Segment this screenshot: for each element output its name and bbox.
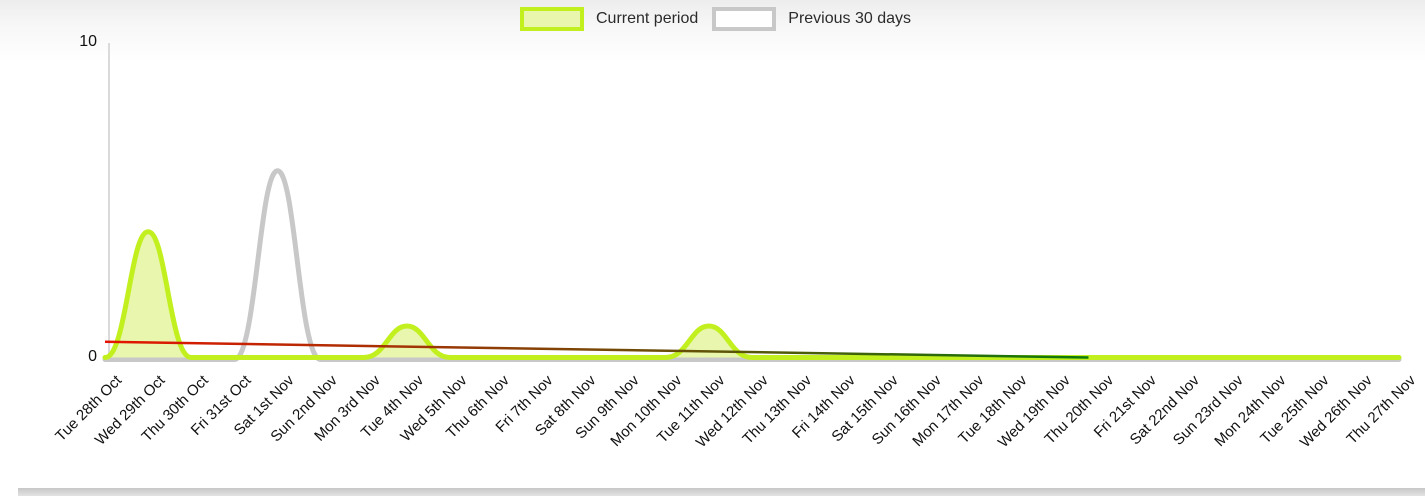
y-tick-label: 10 (79, 33, 97, 50)
previous-period-swatch (712, 7, 777, 31)
legend-item-previous-30-days: Previous 30 days (712, 7, 911, 31)
trend-line (104, 340, 1089, 359)
legend-label: Current period (596, 10, 699, 27)
chart-legend: Current period Previous 30 days (520, 7, 911, 31)
current-period-swatch (520, 7, 584, 31)
y-tick-label: 0 (88, 347, 97, 365)
current-period-area (105, 231, 1399, 358)
panel-bottom-edge (18, 488, 1425, 496)
previous-period-line (102, 168, 1402, 362)
legend-item-current-period: Current period (520, 7, 698, 31)
legend-label: Previous 30 days (788, 10, 912, 27)
current-period-line (102, 229, 1402, 360)
